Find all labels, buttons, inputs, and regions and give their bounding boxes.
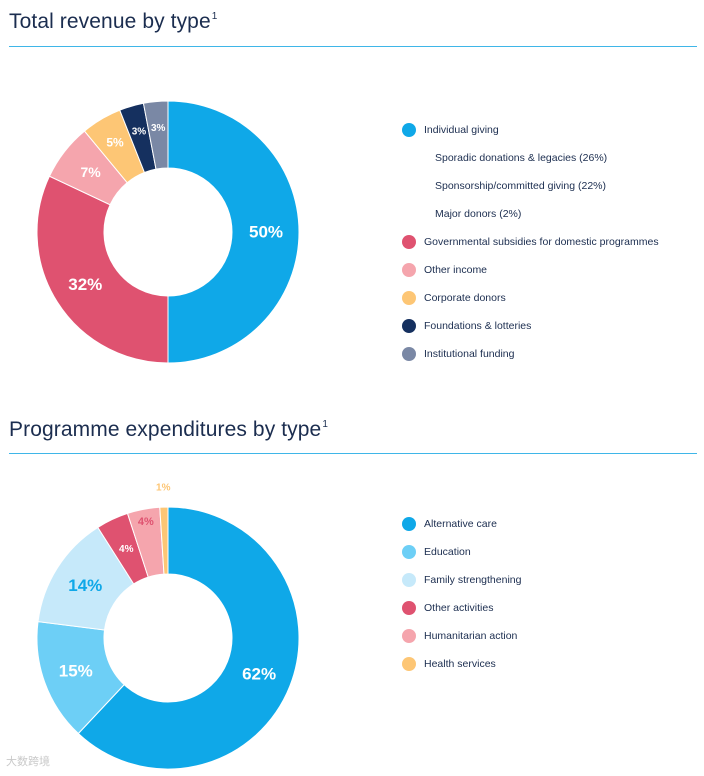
legend-swatch-icon — [402, 291, 416, 305]
slice-alternative-care — [77, 506, 300, 770]
revenue-title-rule — [9, 46, 697, 47]
legend-label: Education — [424, 546, 471, 558]
revenue-title: Total revenue by type1 — [9, 10, 218, 33]
expenditure-donut-chart: 62% 15% 14% 4% 4% 1% — [36, 483, 300, 770]
slice-label-education: 15% — [59, 662, 93, 681]
slice-institutional-funding — [142, 100, 169, 170]
slice-label-health-services: 1% — [156, 483, 171, 494]
legend-swatch-icon — [402, 601, 416, 615]
legend-swatch-icon — [402, 319, 416, 333]
legend-label: Foundations & lotteries — [424, 320, 532, 332]
legend-label: Sporadic donations & legacies (26%) — [435, 152, 608, 164]
legend-label: Humanitarian action — [424, 630, 518, 642]
legend-label: Institutional funding — [424, 348, 515, 360]
revenue-donut-chart: 50% 32% 7% 5% 3% 3% — [36, 100, 300, 364]
slice-label-other-income: 7% — [80, 164, 101, 180]
legend-label: Other activities — [424, 602, 494, 614]
slice-health-services — [159, 506, 169, 575]
legend-label: Corporate donors — [424, 292, 506, 304]
legend-label: Other income — [424, 264, 488, 276]
legend-swatch-icon — [402, 657, 416, 671]
slice-label-individual-giving: 50% — [249, 223, 283, 242]
slice-label-other-activities: 4% — [119, 544, 134, 555]
slice-label-institutional-funding: 3% — [151, 123, 166, 134]
slice-label-family-strengthening: 14% — [68, 576, 102, 595]
slice-label-governmental-subsidies-for-domestic-programmes: 32% — [68, 275, 102, 294]
slice-governmental-subsidies-for-domestic-programmes — [36, 175, 169, 364]
slice-label-alternative-care: 62% — [242, 665, 276, 684]
watermark: 大数跨境 — [6, 755, 50, 768]
slice-label-foundations-and-lotteries: 3% — [132, 127, 147, 138]
legend-label: Alternative care — [424, 518, 497, 530]
legend-swatch-icon — [402, 517, 416, 531]
slice-label-corporate-donors: 5% — [106, 135, 124, 149]
legend-swatch-icon — [402, 263, 416, 277]
legend-swatch-icon — [402, 573, 416, 587]
expenditure-title-rule — [9, 453, 697, 454]
legend-swatch-icon — [402, 235, 416, 249]
legend-label: Sponsorship/committed giving (22%) — [435, 180, 606, 192]
legend-swatch-icon — [402, 123, 416, 137]
legend-label: Major donors (2%) — [435, 208, 522, 220]
slice-individual-giving — [167, 100, 300, 364]
legend-label: Individual giving — [424, 124, 499, 136]
legend-label: Governmental subsidies for domestic prog… — [424, 236, 659, 248]
legend-swatch-icon — [402, 347, 416, 361]
legend-label: Family strengthening — [424, 574, 522, 586]
expenditure-title: Programme expenditures by type1 — [9, 418, 328, 441]
legend-swatch-icon — [402, 545, 416, 559]
slice-label-humanitarian-action: 4% — [138, 516, 154, 528]
legend-label: Health services — [424, 658, 496, 670]
legend-swatch-icon — [402, 629, 416, 643]
